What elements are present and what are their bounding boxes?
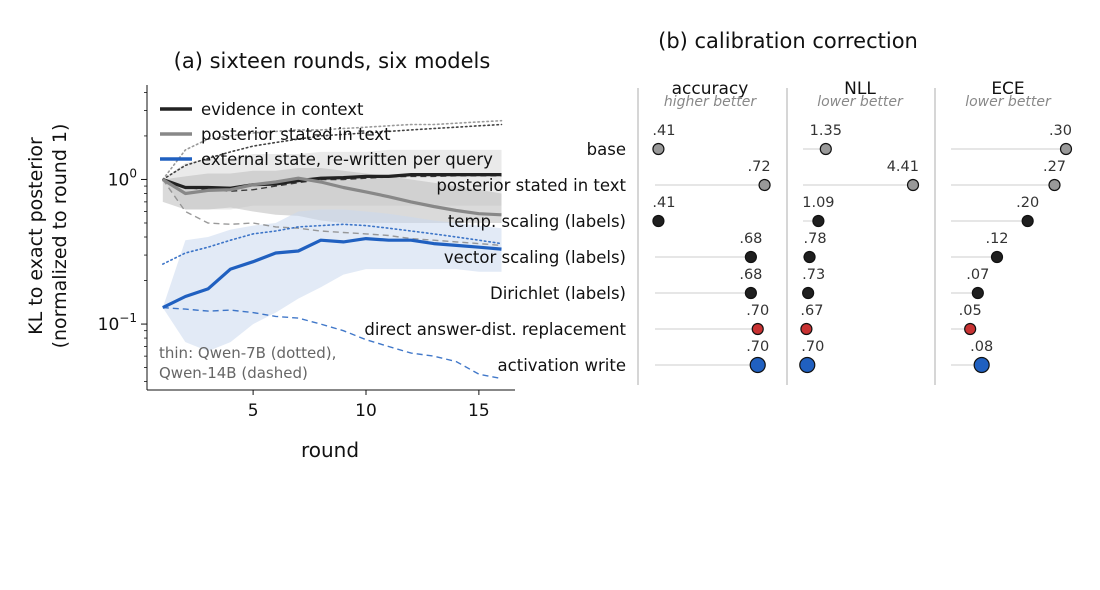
value-label: .27	[1043, 159, 1066, 175]
y-tick-exponent: −1	[119, 311, 137, 325]
value-point	[744, 286, 757, 300]
legend-label: evidence in context	[201, 100, 364, 119]
category-label: temp. scaling (labels)	[448, 212, 626, 231]
category-label: activation write	[498, 356, 626, 375]
value-label: .08	[970, 339, 993, 355]
value-label: .30	[1049, 123, 1072, 139]
value-label: .07	[966, 267, 989, 283]
value-point	[758, 178, 771, 192]
panel-a-note: thin: Qwen-7B (dotted), Qwen-14B (dashed)	[159, 344, 336, 382]
value-point	[990, 250, 1004, 264]
x-tick-label: 5	[248, 401, 259, 421]
x-axis-label: round	[301, 438, 359, 462]
note-line: thin: Qwen-7B (dotted),	[159, 344, 336, 362]
value-point	[1048, 178, 1061, 192]
y-axis-label: KL to exact posterior	[25, 137, 47, 335]
category-label: direct answer-dist. replacement	[364, 320, 626, 339]
value-point	[819, 142, 832, 156]
value-label: 1.35	[810, 123, 842, 139]
y-tick-label: 10−1	[98, 311, 137, 335]
metric-header: ECE	[991, 79, 1024, 99]
value-point	[800, 322, 813, 336]
value-point	[1059, 142, 1073, 156]
panel-a-bands	[162, 149, 502, 352]
metric-note: lower better	[965, 94, 1052, 110]
y-tick-label: 100	[108, 166, 137, 190]
metric-note: lower better	[817, 94, 904, 110]
y-tick-base: 10	[108, 170, 130, 190]
legend-label: posterior stated in text	[201, 125, 391, 144]
band-series-2	[162, 209, 502, 352]
value-point	[799, 356, 816, 374]
value-label: .41	[652, 195, 675, 211]
value-label: .05	[959, 303, 982, 319]
value-label: 1.09	[802, 195, 834, 211]
metric-header: accuracy	[672, 79, 749, 99]
y-tick-exponent: 0	[129, 166, 137, 180]
line-series-2	[162, 237, 502, 310]
category-label: Dirichlet (labels)	[490, 284, 626, 303]
value-label: .72	[748, 159, 771, 175]
metric-note: higher better	[664, 94, 757, 110]
value-label: .70	[746, 303, 769, 319]
value-point	[971, 286, 984, 300]
value-point	[1021, 214, 1034, 228]
value-label: 4.41	[887, 159, 919, 175]
y-tick-base: 10	[98, 315, 120, 335]
value-point	[751, 322, 764, 336]
metric-header: NLL	[844, 79, 876, 99]
value-label: .41	[652, 123, 675, 139]
line-series-1	[161, 176, 502, 217]
value-label: .73	[802, 267, 825, 283]
y-axis-label-sub: (normalized to round 1)	[49, 124, 71, 349]
dashed-line-series-2	[162, 306, 502, 380]
panel-b: (b) calibration correction base posterior…	[364, 29, 1073, 385]
value-point	[652, 214, 665, 228]
legend-label: external state, re-written per query	[201, 150, 493, 169]
legend: evidence in context posterior stated in t…	[160, 100, 493, 169]
panel-a: (a) sixteen rounds, six models 5 10 151001…	[25, 49, 515, 462]
value-point	[973, 356, 990, 374]
value-label: .67	[800, 303, 823, 319]
value-point	[803, 250, 816, 264]
panel-b-title: (b) calibration correction	[658, 29, 918, 53]
value-point	[749, 356, 766, 374]
value-label: .68	[739, 231, 762, 247]
panel-b-content: base posterior stated in text temp. scalin…	[364, 79, 1073, 385]
value-point	[964, 322, 977, 336]
value-point	[744, 250, 757, 264]
category-label: base	[587, 140, 626, 159]
value-label: .70	[801, 339, 824, 355]
value-label: .20	[1016, 195, 1039, 211]
value-point	[906, 178, 920, 192]
band-series-1	[162, 168, 502, 223]
dotted-line-series-1	[162, 119, 503, 181]
line-series-0	[162, 173, 502, 190]
x-tick-label: 10	[355, 401, 377, 421]
value-point	[812, 214, 825, 228]
category-label: vector scaling (labels)	[444, 248, 626, 267]
dotted-line-series-2	[162, 223, 503, 265]
value-label: .70	[746, 339, 769, 355]
value-label: .78	[804, 231, 827, 247]
category-label: posterior stated in text	[436, 176, 626, 195]
panel-a-main-lines	[161, 173, 502, 310]
panel-a-title: (a) sixteen rounds, six models	[174, 49, 491, 73]
value-label: .68	[739, 267, 762, 283]
value-point	[652, 142, 665, 156]
dashed-line-series-1	[162, 179, 502, 247]
value-label: .12	[985, 231, 1008, 247]
x-tick-label: 15	[468, 401, 490, 421]
dotted-line-series-0	[162, 123, 503, 181]
value-point	[802, 286, 815, 300]
note-line: Qwen-14B (dashed)	[159, 364, 308, 382]
